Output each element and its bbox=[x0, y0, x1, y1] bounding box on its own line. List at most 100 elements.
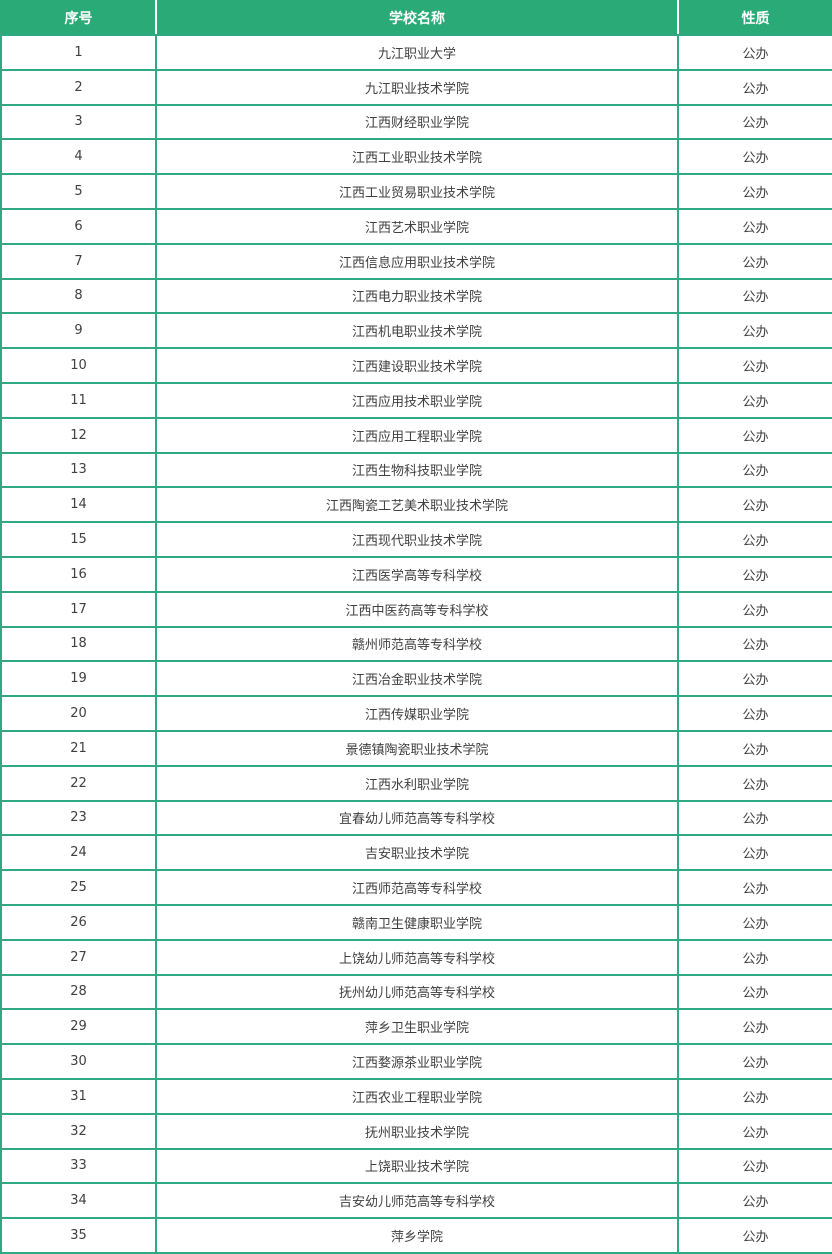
nature-cell: 公办 bbox=[677, 869, 832, 906]
nature-cell: 公办 bbox=[677, 660, 832, 698]
table-row: 33 上饶职业技术学院 公办 bbox=[0, 1147, 832, 1185]
nature-cell: 公办 bbox=[677, 799, 832, 837]
school-name-cell: 九江职业大学 bbox=[155, 34, 679, 71]
row-number-cell: 29 bbox=[0, 1008, 157, 1046]
school-name-cell: 抚州幼儿师范高等专科学校 bbox=[155, 973, 679, 1011]
school-name-cell: 吉安幼儿师范高等专科学校 bbox=[155, 1182, 679, 1220]
nature-cell: 公办 bbox=[677, 1077, 832, 1115]
nature-cell: 公办 bbox=[677, 938, 832, 976]
row-number-cell: 13 bbox=[0, 451, 157, 489]
school-name-cell: 江西陶瓷工艺美术职业技术学院 bbox=[155, 486, 679, 524]
nature-cell: 公办 bbox=[677, 207, 832, 245]
school-name-cell: 江西建设职业技术学院 bbox=[155, 347, 679, 384]
school-name-cell: 江西冶金职业技术学院 bbox=[155, 660, 679, 698]
table-row: 22 江西水利职业学院 公办 bbox=[0, 764, 832, 802]
school-name-cell: 江西中医药高等专科学校 bbox=[155, 590, 679, 628]
table-row: 5 江西工业贸易职业技术学院 公办 bbox=[0, 173, 832, 210]
table-row: 12 江西应用工程职业学院 公办 bbox=[0, 416, 832, 454]
table-row: 34 吉安幼儿师范高等专科学校 公办 bbox=[0, 1182, 832, 1220]
nature-cell: 公办 bbox=[677, 416, 832, 454]
table-row: 6 江西艺术职业学院 公办 bbox=[0, 207, 832, 245]
row-number-cell: 11 bbox=[0, 381, 157, 419]
row-number-cell: 24 bbox=[0, 834, 157, 872]
row-number-cell: 26 bbox=[0, 903, 157, 941]
school-name-cell: 景德镇陶瓷职业技术学院 bbox=[155, 729, 679, 767]
row-number-cell: 22 bbox=[0, 764, 157, 802]
nature-cell: 公办 bbox=[677, 1182, 832, 1220]
nature-cell: 公办 bbox=[677, 103, 832, 141]
table-row: 4 江西工业职业技术学院 公办 bbox=[0, 138, 832, 176]
table-row: 1 九江职业大学 公办 bbox=[0, 34, 832, 71]
nature-cell: 公办 bbox=[677, 1043, 832, 1080]
school-name-cell: 江西医学高等专科学校 bbox=[155, 555, 679, 593]
row-number-cell: 5 bbox=[0, 173, 157, 210]
row-number-cell: 17 bbox=[0, 590, 157, 628]
table-row: 21 景德镇陶瓷职业技术学院 公办 bbox=[0, 729, 832, 767]
table-row: 13 江西生物科技职业学院 公办 bbox=[0, 451, 832, 489]
nature-cell: 公办 bbox=[677, 173, 832, 210]
row-number-cell: 18 bbox=[0, 625, 157, 663]
row-number-cell: 3 bbox=[0, 103, 157, 141]
row-number-cell: 27 bbox=[0, 938, 157, 976]
school-name-cell: 九江职业技术学院 bbox=[155, 68, 679, 106]
row-number-cell: 7 bbox=[0, 242, 157, 280]
table-row: 30 江西婺源茶业职业学院 公办 bbox=[0, 1043, 832, 1080]
school-name-cell: 江西财经职业学院 bbox=[155, 103, 679, 141]
school-name-cell: 上饶职业技术学院 bbox=[155, 1147, 679, 1185]
school-name-cell: 江西水利职业学院 bbox=[155, 764, 679, 802]
table-row: 18 赣州师范高等专科学校 公办 bbox=[0, 625, 832, 663]
nature-cell: 公办 bbox=[677, 1217, 832, 1254]
header-row: 序号 学校名称 性质 bbox=[0, 0, 832, 36]
table-row: 3 江西财经职业学院 公办 bbox=[0, 103, 832, 141]
school-name-cell: 江西现代职业技术学院 bbox=[155, 521, 679, 558]
table-body: 1 九江职业大学 公办 2 九江职业技术学院 公办 3 江西财经职业学院 公办 4 江西工业职业技术… bbox=[0, 34, 832, 1254]
school-name-cell: 萍乡卫生职业学院 bbox=[155, 1008, 679, 1046]
table-header: 序号 学校名称 性质 bbox=[0, 0, 832, 36]
row-number-cell: 2 bbox=[0, 68, 157, 106]
nature-cell: 公办 bbox=[677, 312, 832, 350]
row-number-cell: 8 bbox=[0, 277, 157, 315]
row-number-cell: 25 bbox=[0, 869, 157, 906]
row-number-cell: 33 bbox=[0, 1147, 157, 1185]
header-serial-number: 序号 bbox=[0, 0, 157, 36]
school-name-cell: 江西生物科技职业学院 bbox=[155, 451, 679, 489]
table-row: 28 抚州幼儿师范高等专科学校 公办 bbox=[0, 973, 832, 1011]
school-name-cell: 吉安职业技术学院 bbox=[155, 834, 679, 872]
row-number-cell: 12 bbox=[0, 416, 157, 454]
table-row: 14 江西陶瓷工艺美术职业技术学院 公办 bbox=[0, 486, 832, 524]
row-number-cell: 16 bbox=[0, 555, 157, 593]
nature-cell: 公办 bbox=[677, 834, 832, 872]
nature-cell: 公办 bbox=[677, 729, 832, 767]
school-name-cell: 江西信息应用职业技术学院 bbox=[155, 242, 679, 280]
row-number-cell: 28 bbox=[0, 973, 157, 1011]
row-number-cell: 31 bbox=[0, 1077, 157, 1115]
row-number-cell: 9 bbox=[0, 312, 157, 350]
nature-cell: 公办 bbox=[677, 381, 832, 419]
table-row: 24 吉安职业技术学院 公办 bbox=[0, 834, 832, 872]
table-row: 19 江西冶金职业技术学院 公办 bbox=[0, 660, 832, 698]
nature-cell: 公办 bbox=[677, 347, 832, 384]
school-name-cell: 赣南卫生健康职业学院 bbox=[155, 903, 679, 941]
row-number-cell: 6 bbox=[0, 207, 157, 245]
school-name-cell: 抚州职业技术学院 bbox=[155, 1112, 679, 1150]
school-name-cell: 江西电力职业技术学院 bbox=[155, 277, 679, 315]
table-row: 20 江西传媒职业学院 公办 bbox=[0, 695, 832, 732]
row-number-cell: 1 bbox=[0, 34, 157, 71]
table-row: 9 江西机电职业技术学院 公办 bbox=[0, 312, 832, 350]
school-name-cell: 萍乡学院 bbox=[155, 1217, 679, 1254]
school-name-cell: 江西工业职业技术学院 bbox=[155, 138, 679, 176]
row-number-cell: 19 bbox=[0, 660, 157, 698]
school-name-cell: 上饶幼儿师范高等专科学校 bbox=[155, 938, 679, 976]
table-row: 15 江西现代职业技术学院 公办 bbox=[0, 521, 832, 558]
table-row: 29 萍乡卫生职业学院 公办 bbox=[0, 1008, 832, 1046]
row-number-cell: 35 bbox=[0, 1217, 157, 1254]
table-row: 17 江西中医药高等专科学校 公办 bbox=[0, 590, 832, 628]
row-number-cell: 20 bbox=[0, 695, 157, 732]
nature-cell: 公办 bbox=[677, 625, 832, 663]
school-name-cell: 江西传媒职业学院 bbox=[155, 695, 679, 732]
row-number-cell: 23 bbox=[0, 799, 157, 837]
row-number-cell: 32 bbox=[0, 1112, 157, 1150]
nature-cell: 公办 bbox=[677, 764, 832, 802]
school-name-cell: 江西艺术职业学院 bbox=[155, 207, 679, 245]
school-name-cell: 江西机电职业技术学院 bbox=[155, 312, 679, 350]
